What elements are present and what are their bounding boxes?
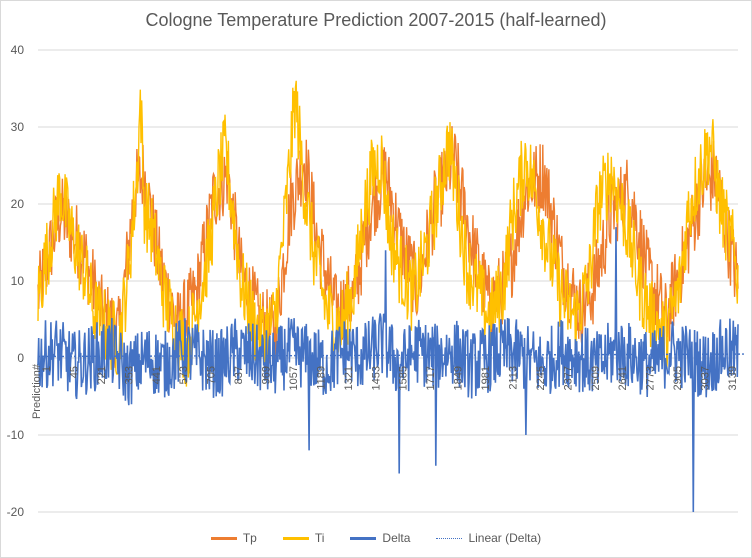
- legend-item-linear-delta: Linear (Delta): [436, 531, 541, 545]
- x-tick-label: 969: [261, 366, 273, 384]
- legend-label-tp: Tp: [242, 531, 257, 545]
- x-tick-label: 2641: [617, 366, 629, 390]
- series-line-ti: [37, 80, 739, 387]
- legend-swatch-linear-delta: [436, 537, 463, 539]
- gridlines: [38, 49, 738, 513]
- y-tick-label: -20: [7, 505, 25, 519]
- x-tick-label: 1: [41, 366, 53, 372]
- x-tick-label: 2377: [562, 366, 574, 390]
- x-tick-label: 2245: [535, 366, 547, 390]
- x-tick-label: 2113: [507, 366, 519, 390]
- y-tick-label: 30: [11, 120, 25, 134]
- x-tick-label: 2509: [590, 366, 602, 390]
- legend-label-linear-delta: Linear (Delta): [468, 531, 542, 545]
- x-tick-label: 1057: [288, 366, 300, 390]
- x-tick-label: 1321: [343, 366, 355, 390]
- legend: Tp Ti Delta Linear (Delta): [0, 531, 752, 545]
- x-tick-label: 837: [233, 366, 245, 384]
- x-tick-label: 221: [96, 366, 108, 384]
- y-axis-tick-labels: -20 -10 0 10 20 30 40: [7, 43, 25, 519]
- legend-item-ti: Ti: [282, 531, 325, 545]
- x-tick-label: 441: [151, 366, 163, 384]
- legend-label-delta: Delta: [382, 531, 411, 545]
- y-tick-label: -10: [7, 428, 25, 442]
- legend-swatch-ti: [282, 536, 309, 540]
- x-tick-label: 45: [68, 366, 80, 378]
- x-tick-label: 1717: [425, 366, 437, 390]
- x-tick-label: 1849: [453, 366, 465, 390]
- x-tick-label: 353: [123, 366, 135, 384]
- series-line-linear-delta: [37, 353, 745, 358]
- legend-label-ti: Ti: [314, 531, 325, 545]
- x-tick-label: 3139: [727, 366, 739, 390]
- x-tick-label: 1189: [315, 366, 327, 390]
- x-axis-label: Prediction#: [31, 363, 43, 419]
- x-tick-label: 705: [206, 366, 218, 384]
- series-line-delta: [37, 227, 739, 513]
- x-tick-label: 2773: [645, 366, 657, 390]
- x-axis-tick-labels: 1 45 221 353 441 573 705 837 969 1057 1189 1321 1453…: [41, 366, 739, 390]
- y-tick-label: 0: [17, 351, 24, 365]
- chart-title: Cologne Temperature Prediction 2007-2015…: [145, 10, 607, 30]
- x-tick-label: 573: [178, 366, 190, 384]
- x-tick-label: 1585: [398, 366, 410, 390]
- x-tick-label: 3037: [700, 366, 712, 390]
- y-tick-label: 20: [11, 197, 25, 211]
- legend-item-delta: Delta: [350, 531, 410, 545]
- y-tick-label: 10: [11, 274, 25, 288]
- x-tick-label: 1453: [370, 366, 382, 390]
- legend-item-tp: Tp: [210, 531, 257, 545]
- legend-swatch-delta: [350, 536, 377, 540]
- y-tick-label: 40: [11, 43, 25, 57]
- series-lines: [37, 80, 745, 513]
- legend-swatch-tp: [210, 536, 237, 540]
- x-tick-label: 1981: [480, 366, 492, 390]
- x-tick-label: 2905: [672, 366, 684, 390]
